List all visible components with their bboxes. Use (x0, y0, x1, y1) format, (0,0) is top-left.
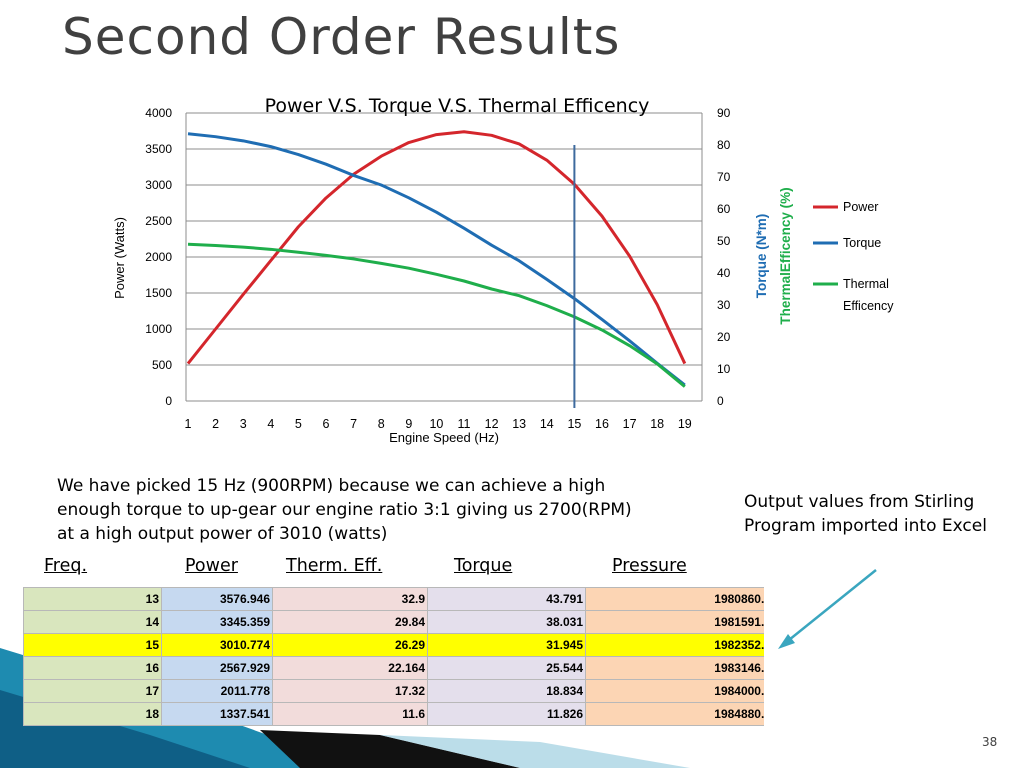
table-cell: 32.9 (272, 587, 428, 611)
y2-axis-label-torque: Torque (N*m) (754, 214, 769, 299)
y-tick-label: 1000 (145, 322, 172, 336)
table-cell: 18 (23, 702, 162, 726)
y2-tick-label: 20 (717, 330, 731, 344)
y2-tick-label: 60 (717, 202, 731, 216)
table-cell: 1337.541 (161, 702, 273, 726)
table-cell: 13 (23, 587, 162, 611)
x-tick-label: 1 (185, 417, 192, 431)
y-tick-label: 2500 (145, 214, 172, 228)
y2-axis-label-efficiency: ThermalEfficency (%) (778, 187, 793, 324)
table-cell: 25.544 (427, 656, 586, 680)
slide-title: Second Order Results (62, 8, 621, 66)
y2-tick-label: 10 (717, 362, 731, 376)
x-tick-label: 10 (429, 417, 443, 431)
x-tick-label: 5 (295, 417, 302, 431)
table-cell: 11.826 (427, 702, 586, 726)
table-cell: 2567.929 (161, 656, 273, 680)
table-cell: 1984880.2 (585, 702, 764, 726)
x-tick-label: 9 (405, 417, 412, 431)
table-cell: 29.84 (272, 610, 428, 634)
table-cell: 31.945 (427, 633, 586, 657)
legend-label: Torque (843, 236, 881, 250)
y-tick-label: 4000 (145, 106, 172, 120)
series-line-thermal-efficency (187, 242, 686, 388)
col-header-power: Power (185, 556, 238, 576)
y2-tick-label: 30 (717, 298, 731, 312)
table-cell: 14 (23, 610, 162, 634)
table-cell: 1980860.1 (585, 587, 764, 611)
table-cell: 11.6 (272, 702, 428, 726)
x-tick-label: 17 (623, 417, 637, 431)
x-tick-label: 14 (540, 417, 554, 431)
y-tick-label: 3500 (145, 142, 172, 156)
table-cell: 15 (23, 633, 162, 657)
series-line-power (186, 130, 687, 365)
excel-table: 133576.94632.943.7911980860.1143345.3592… (23, 587, 764, 727)
x-tick-label: 3 (240, 417, 247, 431)
col-header-therm-eff: Therm. Eff. (286, 556, 383, 576)
y-tick-label: 500 (152, 358, 172, 372)
table-cell: 38.031 (427, 610, 586, 634)
col-header-pressure: Pressure (612, 556, 687, 576)
col-header-freq: Freq. (44, 556, 88, 576)
y2-tick-label: 70 (717, 170, 731, 184)
legend-label: Thermal (843, 277, 889, 291)
table-cell: 1983146.9 (585, 656, 764, 680)
y-tick-label: 2000 (145, 250, 172, 264)
chart-title: Power V.S. Torque V.S. Thermal Efficency (265, 95, 650, 117)
table-cell: 1981591.5 (585, 610, 764, 634)
x-tick-label: 2 (212, 417, 219, 431)
x-tick-label: 4 (267, 417, 274, 431)
x-tick-label: 11 (458, 417, 471, 431)
source-note: Output values from Stirling Program impo… (744, 492, 987, 536)
line-chart: 0 500 1000 1500 2000 2500 3000 3500 4000 0 10 20 30 4… (112, 95, 894, 445)
table-cell: 1982352.1 (585, 633, 764, 657)
selection-note: We have picked 15 Hz (900RPM) because we… (57, 476, 632, 544)
series-line-torque (187, 132, 686, 387)
table-cell: 3576.946 (161, 587, 273, 611)
table-cell: 18.834 (427, 679, 586, 703)
x-tick-label: 8 (378, 417, 385, 431)
y-axis-label: Power (Watts) (112, 217, 127, 299)
x-tick-label: 15 (567, 417, 581, 431)
y2-tick-label: 50 (717, 234, 731, 248)
y-tick-label: 3000 (145, 178, 172, 192)
x-tick-label: 16 (595, 417, 609, 431)
legend-label: Efficency (843, 299, 894, 313)
page-number: 38 (982, 735, 998, 749)
col-header-torque: Torque (454, 556, 513, 576)
table-cell: 17.32 (272, 679, 428, 703)
table-cell: 3010.774 (161, 633, 273, 657)
table-cell: 26.29 (272, 633, 428, 657)
y2-tick-label: 80 (717, 138, 731, 152)
y2-tick-label: 40 (717, 266, 731, 280)
table-cell: 22.164 (272, 656, 428, 680)
table-cell: 43.791 (427, 587, 586, 611)
y-tick-label: 0 (165, 394, 172, 408)
x-axis-label: Engine Speed (Hz) (389, 430, 499, 445)
y2-tick-label: 0 (717, 394, 724, 408)
table-cell: 1984000.5 (585, 679, 764, 703)
y2-tick-label: 90 (717, 106, 731, 120)
x-tick-label: 19 (678, 417, 692, 431)
x-tick-label: 12 (485, 417, 499, 431)
legend-label: Power (843, 200, 878, 214)
x-tick-label: 6 (323, 417, 330, 431)
x-tick-label: 18 (650, 417, 664, 431)
x-tick-label: 7 (350, 417, 357, 431)
y-tick-label: 1500 (145, 286, 172, 300)
table-cell: 16 (23, 656, 162, 680)
table-cell: 3345.359 (161, 610, 273, 634)
x-tick-label: 13 (512, 417, 526, 431)
table-cell: 17 (23, 679, 162, 703)
table-cell: 2011.778 (161, 679, 273, 703)
